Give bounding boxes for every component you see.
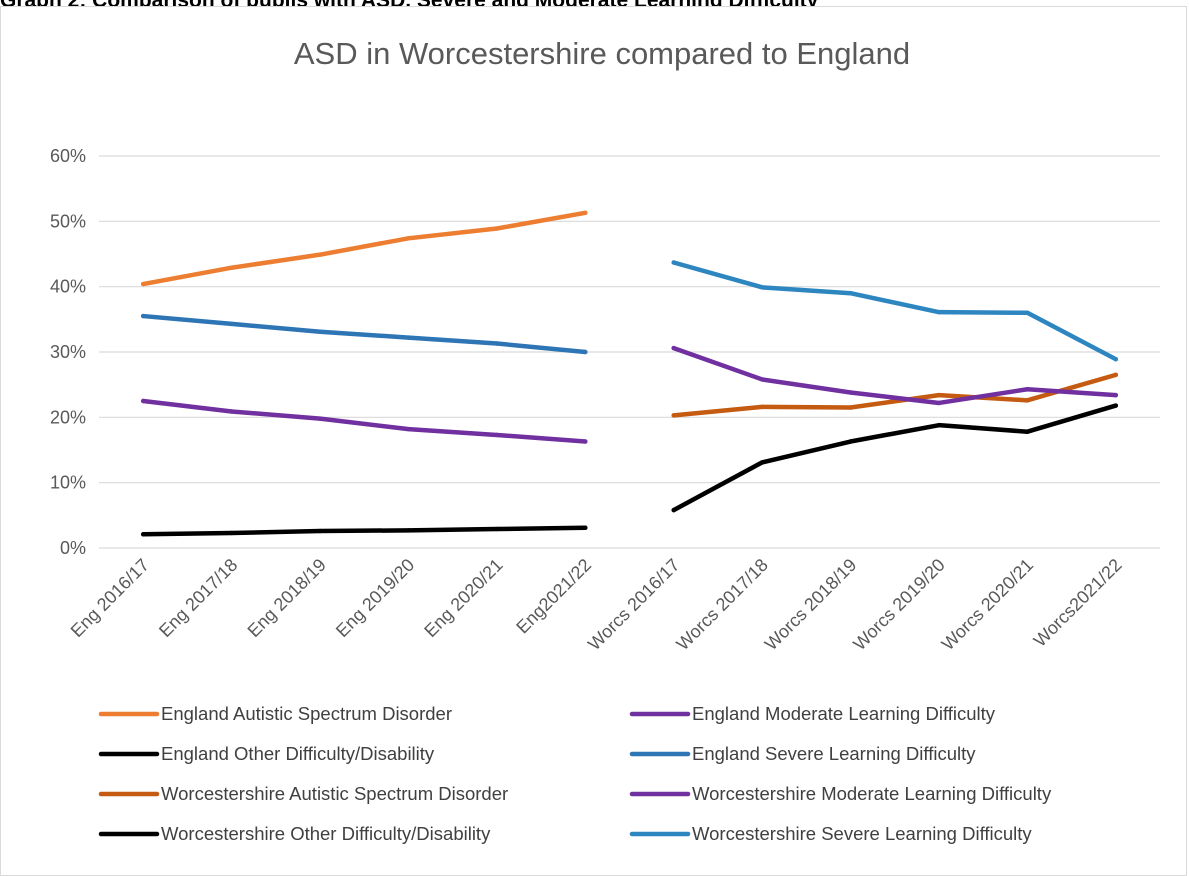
y-axis-ticks: 0% 10% 20% 30% 40% 50% 60% <box>50 146 86 558</box>
series-line <box>671 345 1119 406</box>
series-line <box>140 525 588 537</box>
legend-entry: Worcestershire Severe Learning Difficult… <box>692 823 1032 844</box>
data-point <box>1113 403 1118 408</box>
x-tick-label: Worcs 2020/21 <box>938 555 1038 655</box>
data-point <box>494 226 500 231</box>
series-line <box>671 260 1119 362</box>
data-point <box>494 341 500 346</box>
data-point <box>229 265 234 270</box>
data-point <box>141 532 146 537</box>
data-point <box>141 398 146 404</box>
x-tick-label: Worcs 2017/18 <box>672 555 772 655</box>
data-point <box>759 404 765 410</box>
data-point <box>317 252 323 257</box>
chart-title: ASD in Worcestershire compared to Englan… <box>294 36 910 71</box>
data-point <box>1025 429 1030 434</box>
data-point <box>936 422 942 428</box>
gridlines <box>99 155 1160 549</box>
data-point <box>229 530 234 536</box>
data-point <box>936 400 942 406</box>
y-tick-label: 50% <box>50 211 86 231</box>
data-point <box>1113 372 1118 378</box>
legend: England Autistic Spectrum Disorder Englan… <box>98 703 1052 844</box>
data-point <box>936 309 942 315</box>
data-point <box>406 528 411 533</box>
data-point <box>583 210 588 216</box>
series-line <box>140 313 588 355</box>
x-axis-ticks: Eng 2016/17 Eng 2017/18 Eng 2018/19 Eng 201… <box>67 555 1126 655</box>
x-tick-label: Worcs 2018/19 <box>761 555 861 655</box>
data-point <box>759 460 765 465</box>
data-point <box>1113 356 1118 362</box>
series-line <box>671 372 1119 418</box>
legend-entry: Worcestershire Moderate Learning Difficu… <box>692 783 1052 804</box>
data-point <box>141 313 146 319</box>
series-line <box>671 403 1119 513</box>
x-tick-label: Worcs 2016/17 <box>584 555 684 655</box>
data-point <box>848 291 853 296</box>
x-tick-label: Eng 2020/21 <box>420 555 506 641</box>
y-tick-label: 10% <box>50 473 86 493</box>
chart-frame: ASD in Worcestershire compared to Englan… <box>0 6 1187 876</box>
data-point <box>759 285 765 290</box>
data-point <box>1025 387 1030 392</box>
series-lines <box>140 210 1119 537</box>
data-point <box>141 281 146 287</box>
data-point <box>317 528 323 534</box>
series-line <box>140 398 588 444</box>
data-point <box>494 526 500 532</box>
line-chart: ASD in Worcestershire compared to Englan… <box>50 36 1160 844</box>
data-point <box>848 439 853 444</box>
data-point <box>936 392 942 398</box>
data-point <box>848 390 853 395</box>
x-tick-label: Eng 2019/20 <box>332 555 418 641</box>
legend-entry: England Moderate Learning Difficulty <box>692 703 996 724</box>
legend-entry: Worcestershire Autistic Spectrum Disorde… <box>161 783 508 804</box>
x-tick-label: Eng 2018/19 <box>244 555 330 641</box>
data-point <box>406 236 411 241</box>
data-point <box>494 432 500 438</box>
data-point <box>1025 310 1030 315</box>
data-point <box>1113 392 1118 398</box>
series-line <box>140 210 588 287</box>
y-tick-label: 20% <box>50 407 86 427</box>
data-point <box>583 349 588 355</box>
data-point <box>671 413 676 418</box>
data-point <box>848 405 853 410</box>
y-tick-label: 60% <box>50 146 86 166</box>
data-point <box>406 426 411 432</box>
legend-entry: England Autistic Spectrum Disorder <box>161 703 452 724</box>
data-point <box>671 345 676 351</box>
y-tick-label: 30% <box>50 342 86 362</box>
x-tick-label: Worcs2021/22 <box>1030 555 1126 651</box>
x-tick-label: Eng 2016/17 <box>67 555 153 641</box>
legend-entry: England Severe Learning Difficulty <box>692 743 976 764</box>
legend-entry: England Other Difficulty/Disability <box>161 743 435 764</box>
data-point <box>583 525 588 530</box>
x-tick-label: Eng2021/22 <box>512 555 595 638</box>
x-tick-label: Eng 2017/18 <box>155 555 241 641</box>
x-tick-label: Worcs 2019/20 <box>849 555 949 655</box>
data-point <box>229 321 234 327</box>
data-point <box>671 507 676 513</box>
y-tick-label: 40% <box>50 277 86 297</box>
data-point <box>317 416 323 421</box>
data-point <box>1025 398 1030 403</box>
data-point <box>406 335 411 340</box>
y-tick-label: 0% <box>60 538 86 558</box>
data-point <box>583 439 588 444</box>
data-point <box>317 329 323 334</box>
data-point <box>229 409 234 414</box>
legend-entry: Worcestershire Other Difficulty/Disabili… <box>161 823 491 844</box>
data-point <box>671 260 676 265</box>
data-point <box>759 377 765 382</box>
